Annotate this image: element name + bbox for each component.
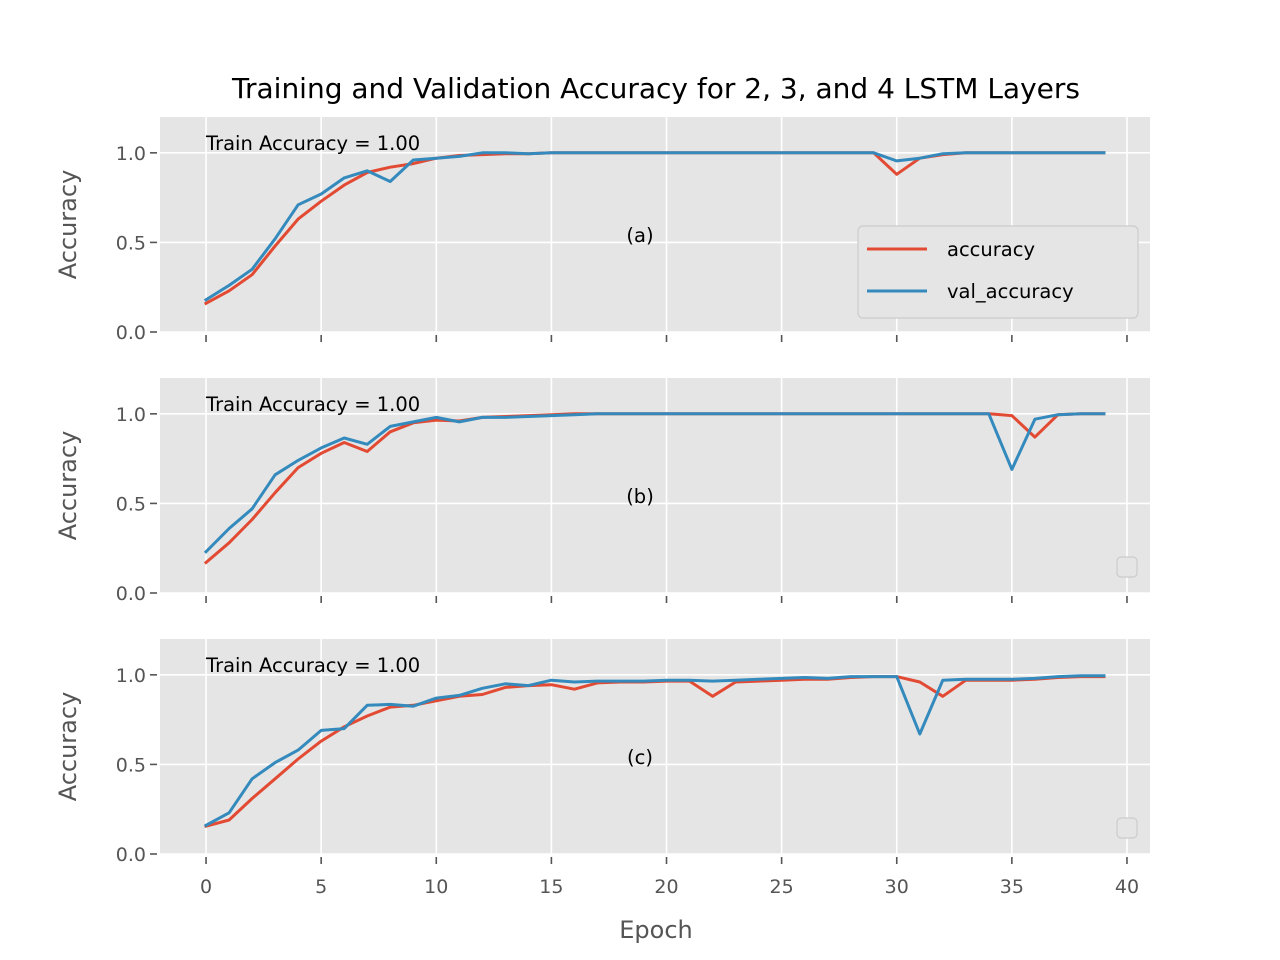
annotation-b: Train Accuracy = 1.00 [205, 393, 420, 416]
panel-label-b: (b) [626, 485, 654, 508]
y-tick-label-c: 0.5 [116, 754, 146, 776]
y-tick-label-a: 0.0 [116, 322, 146, 344]
x-tick-label: 25 [770, 876, 794, 898]
x-tick-label: 0 [200, 876, 212, 898]
panel-label-a: (a) [626, 224, 653, 247]
x-tick-label: 35 [1000, 876, 1024, 898]
subplot-c: 0.0 0.5 1.0 0 5 10 15 20 25 30 35 40 Train Accuracy… [54, 639, 1150, 944]
y-axis-label-b: Accuracy [54, 431, 82, 541]
y-axis-label-a: Accuracy [54, 170, 82, 280]
x-tick-label: 40 [1115, 876, 1139, 898]
y-tick-label-a: 0.5 [116, 232, 146, 254]
legend-c [1116, 817, 1138, 839]
y-tick-label-b: 0.5 [116, 493, 146, 515]
x-tick-label: 30 [885, 876, 909, 898]
legend-b [1116, 556, 1138, 578]
val-accuracy-line-a [203, 151, 1106, 302]
x-tick-label: 10 [424, 876, 448, 898]
legend-box-c [1116, 817, 1138, 839]
y-axis-label-c: Accuracy [54, 692, 82, 802]
x-tick-label: 5 [315, 876, 327, 898]
y-tick-label-a: 1.0 [116, 143, 146, 165]
legend-box-b [1116, 556, 1138, 578]
legend-box-a [857, 225, 1139, 319]
y-tick-label-b: 0.0 [116, 583, 146, 605]
x-tick-label: 20 [654, 876, 678, 898]
figure-title: Training and Validation Accuracy for 2, … [231, 72, 1080, 105]
legend-a: accuracy val_accuracy [857, 225, 1139, 319]
annotation-a: Train Accuracy = 1.00 [205, 132, 420, 155]
subplot-a: 0.0 0.5 1.0 accuracy val_accuracy Train Accu… [54, 117, 1150, 344]
y-tick-label-c: 1.0 [116, 665, 146, 687]
subplot-b: 0.0 0.5 1.0 Train Accuracy = 1.00 (b) Accu… [54, 378, 1150, 605]
x-tick-label: 15 [539, 876, 563, 898]
val-accuracy-line-b [203, 412, 1106, 554]
x-axis-label: Epoch [619, 916, 693, 944]
val-accuracy-line-c [203, 674, 1106, 828]
y-tick-label-b: 1.0 [116, 404, 146, 426]
annotation-c: Train Accuracy = 1.00 [205, 654, 420, 677]
y-tick-label-c: 0.0 [116, 844, 146, 866]
panel-label-c: (c) [627, 746, 653, 769]
legend-entry-a: val_accuracy [947, 280, 1074, 303]
legend-entry-a: accuracy [947, 238, 1035, 261]
